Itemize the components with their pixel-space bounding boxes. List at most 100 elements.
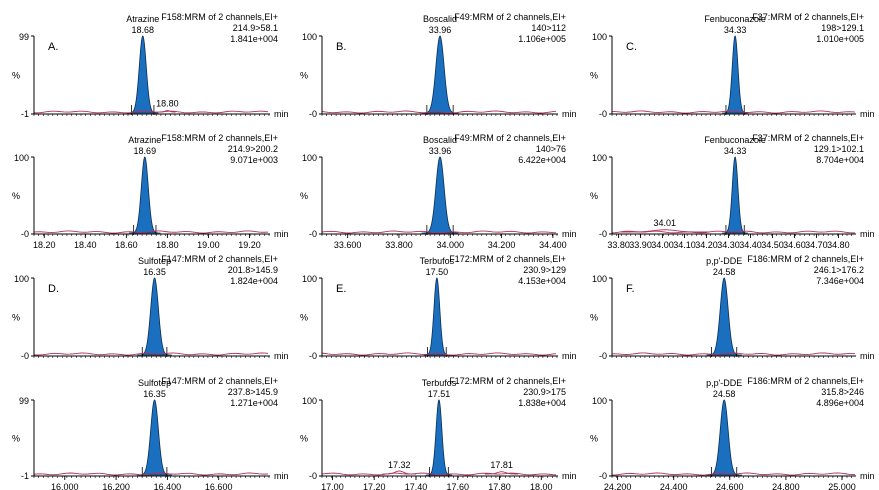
x-tick-label: 33.80 bbox=[607, 240, 630, 250]
channel-header-line: 214.9>200.2 bbox=[228, 144, 278, 154]
channel-header-line: 1.010e+005 bbox=[816, 34, 864, 44]
y-min-label: -0 bbox=[21, 351, 29, 361]
channel-header-line: 7.346e+004 bbox=[816, 276, 864, 286]
compound-label: Atrazine bbox=[128, 135, 161, 145]
x-tick-label: 17.60 bbox=[446, 482, 469, 490]
x-tick-label: 16.200 bbox=[102, 482, 130, 490]
channel-header-line: F147:MRM of 2 channels,EI+ bbox=[161, 254, 278, 264]
section-label: E. bbox=[336, 283, 346, 295]
x-unit-label: min bbox=[274, 109, 289, 119]
y-min-label: -0 bbox=[309, 351, 317, 361]
channel-header-line: F147:MRM of 2 channels,EI+ bbox=[161, 376, 278, 386]
compound-label: p,p'-DDE bbox=[706, 378, 742, 388]
section-label: B. bbox=[336, 41, 346, 53]
compound-label: Fenbuconazole bbox=[704, 135, 766, 145]
channel-header-line: 230.9>129 bbox=[523, 265, 566, 275]
y-min-label: -0 bbox=[599, 109, 607, 119]
x-tick-label: 16.400 bbox=[154, 482, 182, 490]
x-tick-label: 18.40 bbox=[74, 240, 97, 250]
baseline-trace bbox=[611, 352, 856, 356]
retention-time-label: 17.51 bbox=[428, 389, 451, 399]
compound-label: p,p'-DDE bbox=[706, 256, 742, 266]
peak-area bbox=[421, 35, 459, 114]
y-axis-label: % bbox=[590, 313, 598, 323]
y-axis-label: % bbox=[12, 71, 20, 81]
x-unit-label: min bbox=[860, 351, 875, 361]
compound-label: Fenbuconazole bbox=[704, 14, 766, 24]
channel-header-line: 4.896e+004 bbox=[816, 398, 864, 408]
minor-peak-label: 17.81 bbox=[490, 460, 513, 470]
x-tick-label: 34.20 bbox=[695, 240, 718, 250]
channel-header-line: F172:MRM of 2 channels,EI+ bbox=[449, 254, 566, 264]
x-tick-label: 34.200 bbox=[488, 240, 516, 250]
section-label: D. bbox=[48, 283, 59, 295]
channel-header-line: 129.1>102.1 bbox=[814, 144, 864, 154]
channel-header-line: 1.106e+005 bbox=[518, 34, 566, 44]
x-tick-label: 17.00 bbox=[321, 482, 344, 490]
y-min-label: -0 bbox=[599, 229, 607, 239]
x-tick-label: 25.000 bbox=[828, 482, 856, 490]
baseline-trace bbox=[33, 472, 269, 476]
x-tick-label: 34.50 bbox=[761, 240, 784, 250]
retention-time-label: 34.33 bbox=[724, 25, 747, 35]
x-tick-label: 16.600 bbox=[205, 482, 233, 490]
x-tick-label: 17.20 bbox=[363, 482, 386, 490]
baseline-trace bbox=[611, 110, 856, 114]
x-tick-label: 34.30 bbox=[717, 240, 740, 250]
baseline-trace bbox=[33, 352, 269, 356]
x-tick-label: 33.600 bbox=[334, 240, 362, 250]
retention-time-label: 18.69 bbox=[134, 146, 157, 156]
minor-peak bbox=[382, 470, 416, 475]
x-tick-label: 34.000 bbox=[436, 240, 464, 250]
channel-header-line: 1.838e+004 bbox=[518, 398, 566, 408]
peak-area bbox=[706, 277, 742, 356]
x-tick-label: 18.00 bbox=[530, 482, 553, 490]
channel-header-line: F37:MRM of 2 channels,EI+ bbox=[752, 133, 864, 143]
channel-header-line: F158:MRM of 2 channels,EI+ bbox=[161, 12, 278, 22]
y-axis-label: % bbox=[12, 434, 20, 444]
x-tick-label: 34.60 bbox=[783, 240, 806, 250]
retention-time-label: 16.35 bbox=[143, 267, 166, 277]
retention-time-label: 33.96 bbox=[429, 25, 452, 35]
section-label: C. bbox=[626, 41, 637, 53]
x-tick-label: 19.20 bbox=[238, 240, 261, 250]
baseline-trace bbox=[321, 352, 557, 356]
compound-label: Sulfotep bbox=[138, 256, 171, 266]
channel-header-line: 214.9>58.1 bbox=[233, 23, 278, 33]
y-min-label: -0 bbox=[309, 109, 317, 119]
peak-area bbox=[129, 156, 161, 234]
x-tick-label: 33.800 bbox=[385, 240, 413, 250]
x-tick-label: 24.800 bbox=[772, 482, 800, 490]
channel-header-line: 246.1>176.2 bbox=[814, 265, 864, 275]
compound-label: Terbufos bbox=[422, 378, 457, 388]
x-tick-label: 16.000 bbox=[51, 482, 79, 490]
y-min-label: -0 bbox=[21, 229, 29, 239]
retention-time-label: 24.58 bbox=[713, 389, 736, 399]
y-axis-label: % bbox=[12, 191, 20, 201]
x-unit-label: min bbox=[860, 229, 875, 239]
y-min-label: -0 bbox=[309, 229, 317, 239]
y-max-label: 100 bbox=[302, 274, 317, 284]
x-tick-label: 34.40 bbox=[739, 240, 762, 250]
channel-header-line: 1.841e+004 bbox=[230, 34, 278, 44]
y-max-label: 100 bbox=[302, 396, 317, 406]
channel-header-line: 8.704e+004 bbox=[816, 155, 864, 165]
y-min-label: -0 bbox=[309, 471, 317, 481]
baseline-trace bbox=[33, 230, 269, 234]
y-min-label: -0 bbox=[599, 351, 607, 361]
channel-header-line: 1.824e+004 bbox=[230, 276, 278, 286]
retention-time-label: 16.35 bbox=[143, 389, 166, 399]
x-tick-label: 24.400 bbox=[660, 482, 688, 490]
section-label: F. bbox=[626, 283, 635, 295]
minor-peak bbox=[620, 229, 709, 233]
x-tick-label: 24.200 bbox=[604, 482, 632, 490]
retention-time-label: 18.68 bbox=[131, 25, 154, 35]
x-tick-label: 17.80 bbox=[488, 482, 511, 490]
peak-area bbox=[137, 277, 172, 356]
